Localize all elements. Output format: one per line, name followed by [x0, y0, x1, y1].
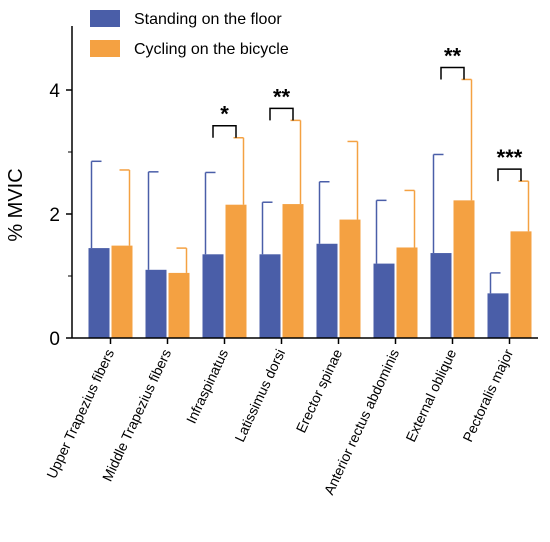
y-tick-label: 2	[49, 205, 60, 226]
bar-standing	[487, 293, 509, 338]
bar-cycling	[510, 231, 532, 338]
x-tick-label: Pectoralis major	[459, 346, 516, 444]
x-tick-label: External oblique	[402, 346, 459, 444]
bar-cycling	[453, 200, 475, 338]
legend-swatch-cycling	[90, 40, 120, 57]
legend: Standing on the floor Cycling on the bicy…	[90, 10, 289, 58]
y-axis-title: % MVIC	[5, 168, 27, 241]
bar-standing	[430, 253, 452, 338]
bar-cycling	[168, 272, 190, 338]
bar-standing	[373, 263, 395, 338]
error-bars-layer	[90, 78, 530, 294]
significance-label: **	[273, 84, 291, 109]
legend-label-cycling: Cycling on the bicycle	[134, 41, 289, 58]
significance-layer: ********	[212, 43, 523, 182]
significance-bracket	[440, 66, 465, 80]
bar-standing	[88, 248, 110, 338]
x-tick-label: Infraspinatus	[183, 347, 231, 426]
significance-label: ***	[497, 145, 523, 170]
legend-swatch-standing	[90, 10, 120, 27]
x-tick-label: Latissimus dorsi	[231, 347, 288, 445]
y-tick-label: 4	[49, 81, 60, 102]
bar-cycling	[339, 219, 361, 338]
bar-cycling	[282, 204, 304, 338]
bar-cycling	[111, 245, 133, 338]
bar-cycling	[225, 204, 247, 338]
bar-cycling	[396, 247, 418, 338]
x-tick-label: Erector spinae	[293, 346, 346, 435]
bar-standing	[259, 254, 281, 338]
bar-standing	[145, 269, 167, 338]
significance-bracket	[269, 107, 294, 121]
bar-standing	[202, 254, 224, 338]
y-tick-label: 0	[49, 329, 60, 350]
significance-bracket	[497, 168, 522, 182]
significance-label: *	[220, 102, 229, 127]
significance-bracket	[212, 124, 237, 138]
bar-standing	[316, 243, 338, 338]
significance-label: **	[444, 43, 462, 68]
legend-label-standing: Standing on the floor	[134, 11, 282, 28]
bars-layer	[88, 200, 532, 338]
